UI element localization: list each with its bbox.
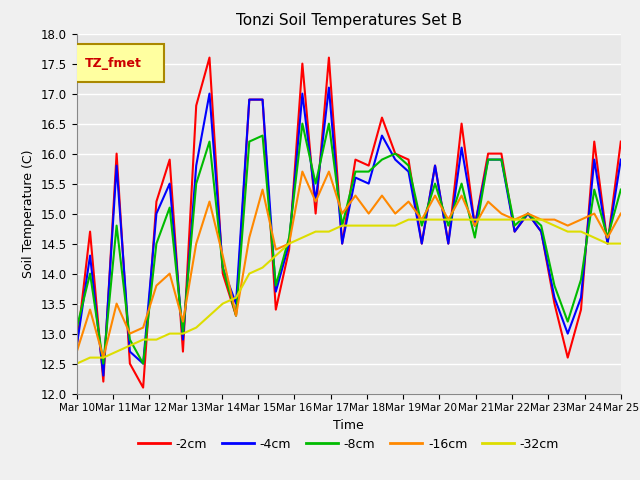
Legend: -2cm, -4cm, -8cm, -16cm, -32cm: -2cm, -4cm, -8cm, -16cm, -32cm: [133, 433, 564, 456]
X-axis label: Time: Time: [333, 419, 364, 432]
FancyBboxPatch shape: [74, 44, 164, 82]
Title: Tonzi Soil Temperatures Set B: Tonzi Soil Temperatures Set B: [236, 13, 462, 28]
Y-axis label: Soil Temperature (C): Soil Temperature (C): [22, 149, 35, 278]
Text: TZ_fmet: TZ_fmet: [85, 57, 142, 70]
